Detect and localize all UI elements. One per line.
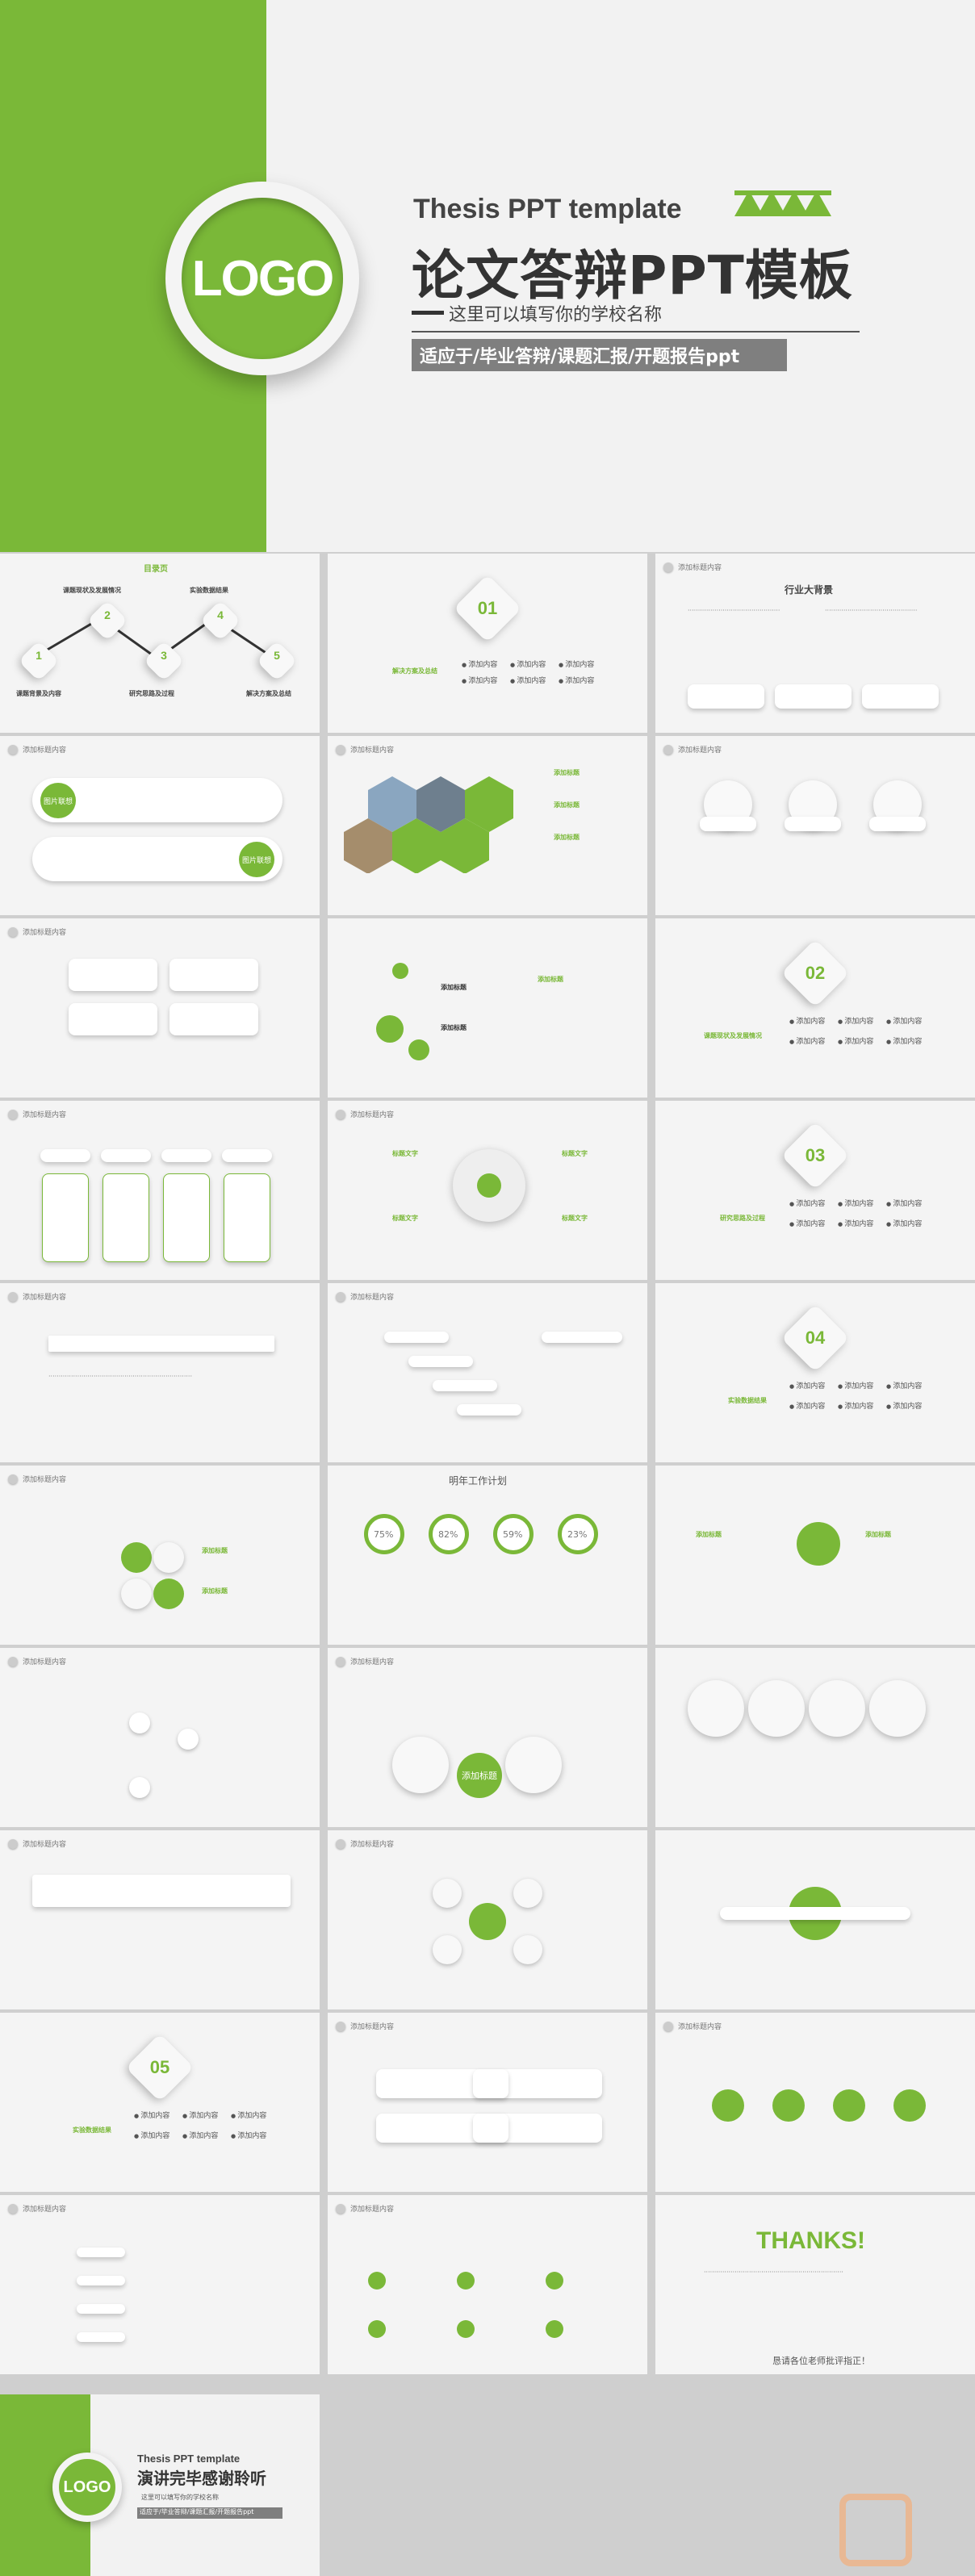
- slide-section-03[interactable]: 03 研究思路及过程 添加内容添加内容添加内容 添加内容添加内容添加内容: [655, 1101, 975, 1280]
- slide-section-02[interactable]: 02 课题现状及发展情况 添加内容添加内容添加内容 添加内容添加内容添加内容: [655, 918, 975, 1098]
- slide-tree[interactable]: 添加标题内容: [0, 1648, 320, 1827]
- progress-title: 明年工作计划: [449, 1475, 508, 1487]
- slide-butterfly[interactable]: 添加标题内容: [328, 1830, 647, 2009]
- title-chinese: 论文答辩PPT模板: [412, 245, 853, 307]
- slide-ring-row[interactable]: 添加标题内容: [655, 2013, 975, 2192]
- title-dash: [412, 311, 444, 315]
- watermark-icon: [839, 2494, 912, 2566]
- closing-slide[interactable]: LOGO Thesis PPT template 演讲完毕感谢聆听 这里可以填写…: [0, 2394, 320, 2576]
- slide-green-circles[interactable]: [655, 1648, 975, 1827]
- cover-slide[interactable]: LOGO Thesis PPT template 论文答辩PPT模板 这里可以填…: [0, 0, 975, 552]
- toc-title: 目录页: [144, 565, 168, 574]
- thanks-title: THANKS!: [756, 2227, 865, 2254]
- logo-badge: LOGO: [165, 182, 359, 375]
- title-underline: [412, 331, 860, 332]
- slide-hub[interactable]: [655, 1830, 975, 2009]
- slide-columns[interactable]: 添加标题内容: [0, 1101, 320, 1280]
- slide-dots[interactable]: 添加标题 添加标题 添加标题: [328, 918, 647, 1098]
- thanks-footer: 恳请各位老师批评指正！: [772, 2356, 870, 2366]
- slide-chevrons[interactable]: 添加标题内容: [0, 1830, 320, 2009]
- slide-circles-row[interactable]: 添加标题内容 添加标题: [328, 1648, 647, 1827]
- usage-tag: 适应于/毕业答辩/课题汇报/开题报告ppt: [412, 339, 787, 371]
- slide-section-01[interactable]: 01 解决方案及总结 添加内容添加内容添加内容 添加内容添加内容添加内容: [328, 554, 647, 733]
- slide-three-points[interactable]: 添加标题内容: [655, 736, 975, 915]
- slide-industry[interactable]: 添加标题内容 行业大背景 ···························…: [655, 554, 975, 733]
- title-english: Thesis PPT template: [413, 194, 682, 224]
- slide-speech-bubbles[interactable]: 添加标题内容 添加标题 添加标题: [0, 1466, 320, 1645]
- slide-tabs[interactable]: 添加标题内容: [328, 2013, 647, 2192]
- slide-toc[interactable]: 目录页 1 2 3 4 5 课题背景及内容 课题现状及发展情况 研究思路及过程 …: [0, 554, 320, 733]
- slide-section-04[interactable]: 04 实验数据结果 添加内容添加内容添加内容 添加内容添加内容添加内容: [655, 1283, 975, 1462]
- slide-camera-wheel[interactable]: 添加标题内容 标题文字 标题文字 标题文字 标题文字: [328, 1101, 647, 1280]
- school-name: 这里可以填写你的学校名称: [449, 305, 663, 325]
- slide-steps[interactable]: 添加标题内容: [0, 2195, 320, 2374]
- slide-hex-photos[interactable]: 添加标题内容 添加标题 添加标题 添加标题: [328, 736, 647, 915]
- hex-gallery: [344, 776, 513, 873]
- slide-section-05[interactable]: 05 实验数据结果 添加内容添加内容添加内容 添加内容添加内容添加内容: [0, 2013, 320, 2192]
- triangle-decoration-icon: [734, 190, 831, 216]
- slide-gear[interactable]: 添加标题 添加标题: [655, 1466, 975, 1645]
- slide-arrows[interactable]: 添加标题内容 ·································…: [0, 1283, 320, 1462]
- slide-progress[interactable]: 明年工作计划 75% 82% 59% 23%: [328, 1466, 647, 1645]
- slide-four-cards[interactable]: 添加标题内容: [0, 918, 320, 1098]
- slide-staircase[interactable]: 添加标题内容: [328, 1283, 647, 1462]
- slide-icon-grid[interactable]: 添加标题内容: [328, 2195, 647, 2374]
- logo-text: LOGO: [182, 198, 343, 359]
- slide-image-bubbles[interactable]: 添加标题内容 图片联想 图片联想: [0, 736, 320, 915]
- slide-thanks[interactable]: THANKS! ································…: [655, 2195, 975, 2374]
